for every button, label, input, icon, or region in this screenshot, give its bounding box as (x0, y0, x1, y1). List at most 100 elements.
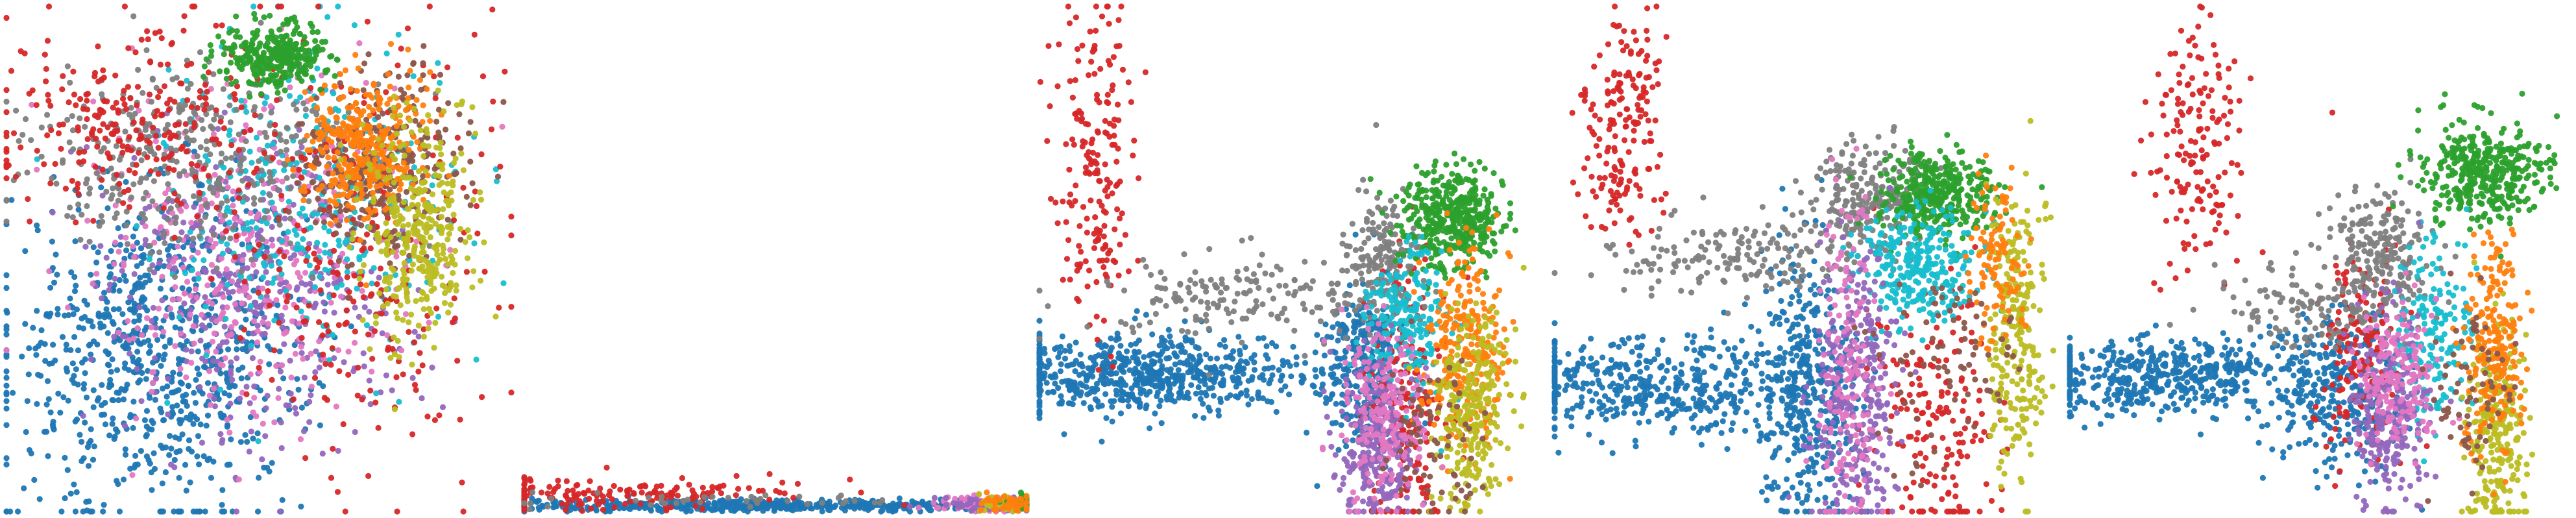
point-red-172 (91, 73, 98, 80)
point-cyan-153 (293, 232, 300, 238)
point-purple-449 (321, 299, 327, 306)
point-gray-67 (167, 145, 175, 152)
point-purple-251 (411, 328, 418, 335)
point-brown-248 (420, 173, 426, 179)
point-green-314 (319, 38, 326, 45)
point-green-165 (260, 77, 267, 83)
point-pink-357 (167, 305, 174, 312)
point-olive-303 (420, 214, 427, 220)
point-olive-157 (415, 322, 422, 329)
point-red-119 (718, 490, 724, 497)
point-gray-362 (251, 104, 258, 110)
point-olive-27 (415, 168, 422, 175)
point-blue-341 (80, 381, 88, 388)
point-pink-49 (265, 321, 271, 327)
point-olive-330 (450, 160, 457, 166)
point-gray-297 (103, 188, 110, 195)
point-blue-455 (125, 299, 132, 306)
point-orange-162 (328, 109, 334, 116)
point-orange-223 (407, 68, 413, 74)
point-olive-301 (413, 298, 419, 304)
point-red-195 (162, 132, 168, 138)
point-blue-309 (34, 308, 40, 314)
point-brown-109 (344, 231, 351, 238)
point-red-24 (43, 78, 49, 84)
point-red-58 (637, 500, 644, 507)
point-purple-379 (263, 405, 269, 412)
point-orange-39 (325, 154, 332, 161)
point-olive-266 (469, 104, 476, 110)
point-gray-276 (70, 146, 77, 153)
point-blue-798 (178, 508, 184, 515)
point-blue-595 (3, 389, 10, 396)
point-purple-256 (240, 252, 247, 258)
point-gray-286 (67, 79, 73, 86)
point-brown-215 (345, 264, 351, 270)
point-olive-22 (372, 320, 380, 327)
point-red-373 (365, 331, 372, 338)
point-gray-364 (207, 185, 213, 191)
point-blue-367 (193, 318, 199, 325)
point-red-291 (459, 479, 465, 486)
point-red-489 (334, 489, 341, 495)
point-gray-7 (227, 235, 234, 241)
point-blue-489 (925, 505, 931, 512)
point-blue-682 (141, 327, 148, 334)
point-red-73 (658, 482, 664, 489)
point-green-240 (260, 71, 266, 77)
point-cyan-63 (310, 210, 317, 217)
point-gray-321 (176, 102, 183, 108)
point-orange-325 (410, 134, 417, 140)
point-cyan-317 (272, 253, 278, 259)
point-olive-37 (394, 130, 400, 137)
point-cyan-110 (263, 220, 270, 227)
point-pink-127 (195, 271, 202, 277)
point-orange-326 (385, 191, 391, 198)
point-green-304 (226, 29, 232, 36)
point-blue-695 (142, 272, 149, 278)
point-red-196 (133, 127, 140, 134)
point-red-303 (406, 328, 412, 335)
point-red-16 (588, 505, 594, 512)
point-olive-211 (404, 237, 411, 243)
point-orange-214 (331, 199, 337, 205)
point-blue-574 (317, 422, 323, 428)
point-green-232 (295, 70, 301, 77)
point-cyan-280 (297, 210, 303, 217)
point-blue-357 (95, 249, 101, 256)
point-gray-269 (190, 193, 197, 199)
point-blue-65 (162, 469, 169, 476)
point-orange-323 (332, 177, 339, 183)
point-blue-782 (176, 475, 182, 481)
point-olive-268 (349, 236, 356, 243)
point-blue-729 (62, 454, 68, 461)
point-gray-105 (188, 80, 194, 87)
point-olive-283 (447, 280, 454, 286)
point-blue-757 (143, 376, 149, 382)
point-red-54 (611, 483, 617, 489)
point-orange-264 (333, 217, 339, 224)
point-brown-216 (311, 158, 319, 166)
point-brown-80 (313, 95, 320, 101)
point-gray-99 (266, 254, 273, 261)
point-gray-66 (173, 214, 179, 221)
point-blue-564 (186, 286, 193, 293)
point-blue-280 (137, 275, 143, 281)
point-brown-85 (420, 43, 427, 49)
point-olive-131 (420, 306, 427, 312)
point-red-165 (158, 112, 164, 119)
point-pink-158 (255, 211, 261, 217)
point-blue-293 (142, 279, 149, 286)
point-orange-99 (342, 67, 349, 73)
point-orange-98 (384, 158, 391, 164)
point-gray-179 (284, 125, 290, 131)
point-red-37 (538, 489, 545, 496)
point-blue-156 (33, 352, 40, 358)
point-purple-439 (306, 399, 313, 405)
point-red-70 (121, 3, 128, 10)
point-blue-443 (226, 462, 233, 468)
point-olive-286 (383, 238, 391, 245)
point-blue-642 (59, 334, 66, 340)
point-blue-427 (533, 499, 540, 505)
point-red-56 (76, 149, 82, 156)
